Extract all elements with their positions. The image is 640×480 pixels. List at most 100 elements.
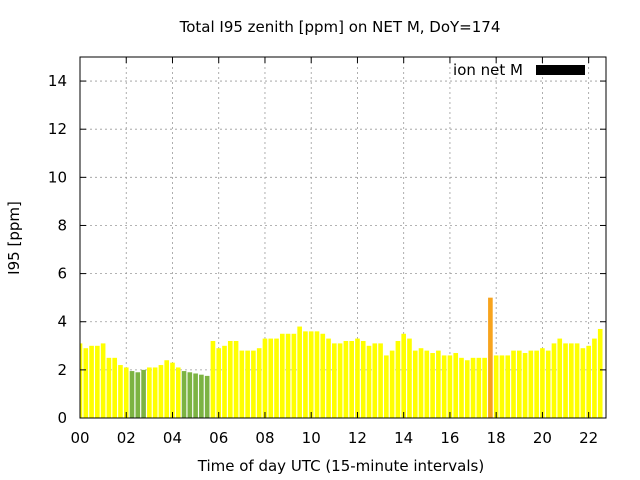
x-tick-label: 14 — [394, 429, 413, 447]
bar — [441, 355, 447, 418]
bar — [106, 357, 112, 418]
bar — [528, 350, 534, 418]
x-tick-label: 04 — [163, 429, 182, 447]
y-tick-label: 6 — [57, 265, 67, 283]
bar — [210, 340, 216, 418]
bar — [123, 367, 129, 418]
bar — [285, 333, 291, 418]
bar — [89, 345, 94, 418]
bar — [164, 360, 170, 418]
bar — [233, 340, 239, 418]
bar — [499, 355, 505, 418]
y-tick-label: 12 — [48, 120, 67, 138]
y-tick-label: 2 — [57, 361, 67, 379]
legend-label: ion net M — [453, 61, 523, 79]
bar — [447, 355, 453, 418]
bar — [187, 372, 193, 418]
bar — [129, 371, 135, 418]
bar — [308, 331, 314, 418]
bar — [112, 357, 117, 418]
bar — [424, 350, 430, 418]
bar — [453, 353, 459, 418]
x-tick-label: 20 — [533, 429, 552, 447]
bar — [418, 348, 424, 418]
bar — [488, 297, 493, 418]
bar — [349, 340, 354, 418]
x-tick-label: 16 — [440, 429, 459, 447]
chart-title: Total I95 zenith [ppm] on NET M, DoY=174 — [179, 18, 501, 36]
bar — [147, 367, 152, 418]
bar — [545, 350, 551, 418]
bar — [152, 367, 158, 418]
bar — [522, 353, 528, 418]
bar — [464, 360, 470, 418]
bar — [551, 343, 557, 418]
bar — [262, 338, 268, 418]
x-tick-label: 18 — [487, 429, 506, 447]
bar — [297, 326, 302, 418]
bar — [516, 350, 522, 418]
bar — [251, 350, 256, 418]
bar — [586, 345, 591, 418]
bar — [291, 333, 297, 418]
bar — [459, 357, 464, 418]
bar — [534, 350, 539, 418]
bar — [314, 331, 320, 418]
bar — [239, 350, 245, 418]
bar — [135, 372, 141, 418]
bar — [557, 338, 563, 418]
x-tick-labels: 00 02 04 06 08 10 12 14 16 18 20 22 — [70, 429, 598, 447]
bar — [222, 345, 227, 418]
bar — [279, 333, 285, 418]
y-tick-labels: 0 2 4 6 8 10 12 14 — [48, 72, 67, 427]
plot-frame — [79, 56, 607, 419]
bar — [268, 338, 274, 418]
axis-ticks — [79, 57, 606, 419]
bar — [245, 350, 250, 418]
bar — [436, 350, 441, 418]
bar — [384, 355, 389, 418]
y-tick-label: 4 — [57, 313, 67, 331]
legend-swatch — [536, 65, 585, 75]
bar — [407, 338, 412, 418]
x-tick-label: 12 — [348, 429, 367, 447]
bar — [372, 343, 378, 418]
bar — [100, 343, 106, 418]
bar — [95, 345, 100, 418]
x-tick-label: 00 — [70, 429, 89, 447]
x-tick-label: 08 — [255, 429, 274, 447]
bar — [563, 343, 568, 418]
bar — [204, 375, 210, 418]
x-tick-label: 02 — [117, 429, 136, 447]
bar — [540, 348, 545, 418]
bar — [511, 350, 516, 418]
bar — [482, 357, 487, 418]
bar — [80, 343, 83, 418]
y-axis-label: I95 [ppm] — [5, 201, 23, 275]
bar — [274, 338, 279, 418]
bar — [505, 355, 511, 418]
bar — [320, 333, 326, 418]
bar-series — [80, 297, 603, 418]
bar — [569, 343, 574, 418]
bar — [597, 328, 603, 418]
y-tick-label: 0 — [57, 409, 67, 427]
bar — [378, 343, 383, 418]
bar — [118, 365, 123, 418]
bar — [170, 362, 175, 418]
bar — [360, 340, 366, 418]
bar — [401, 333, 407, 418]
bar — [366, 345, 372, 418]
bar — [430, 353, 435, 418]
bar — [303, 331, 308, 418]
y-tick-label: 14 — [48, 72, 67, 90]
bar — [227, 340, 233, 418]
x-tick-label: 06 — [209, 429, 228, 447]
bar — [476, 357, 482, 418]
bar — [574, 343, 580, 418]
x-tick-label: 10 — [302, 429, 321, 447]
bar — [199, 374, 204, 418]
bar — [412, 350, 418, 418]
bar — [256, 348, 262, 418]
